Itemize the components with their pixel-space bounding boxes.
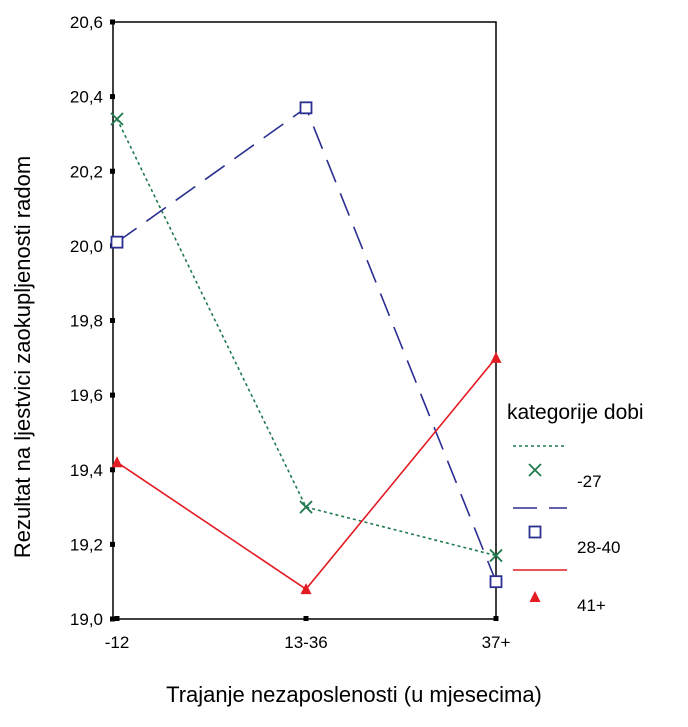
triangle-marker: [490, 351, 502, 363]
x-tick-mark: [114, 616, 120, 621]
legend-label: 28-40: [577, 538, 620, 557]
x-tick-mark: [493, 616, 499, 621]
y-tick-label: 19,2: [70, 535, 103, 554]
x-marker: [528, 463, 542, 477]
series-line--27: [116, 118, 497, 557]
legend-label: -27: [577, 472, 602, 491]
y-tick-mark: [110, 392, 115, 398]
legend-label: 41+: [577, 596, 606, 615]
x-marker: [299, 500, 313, 514]
series-line-28-40: [116, 106, 497, 582]
y-tick-label: 20,2: [70, 162, 103, 181]
x-tick-label: 13-36: [284, 633, 327, 652]
y-tick-mark: [110, 467, 115, 473]
y-tick-label: 19,0: [70, 610, 103, 629]
x-marker-stroke: [489, 548, 503, 563]
y-tick-label: 19,4: [70, 461, 103, 480]
x-marker-stroke: [299, 500, 313, 514]
x-marker-stroke: [528, 463, 542, 477]
x-tick-label: 37+: [482, 633, 511, 652]
y-tick-mark: [110, 616, 115, 622]
y-tick-label: 19,8: [70, 312, 103, 331]
triangle-marker: [111, 456, 123, 468]
series-line-41+: [116, 357, 497, 591]
square-marker: [489, 575, 503, 589]
y-tick-mark: [110, 94, 115, 100]
y-tick-mark: [110, 168, 115, 174]
x-axis-title: Trajanje nezaposlenosti (u mjesecima): [166, 682, 542, 707]
y-tick-label: 20,4: [70, 88, 103, 107]
y-tick-mark: [110, 19, 115, 25]
triangle-marker: [529, 591, 541, 602]
legend-title: kategorije dobi: [507, 401, 644, 424]
x-marker: [110, 112, 124, 126]
square-marker: [528, 525, 542, 539]
y-axis-title: Rezultat na ljestvici zaokupljenosti rad…: [10, 156, 35, 558]
legend: kategorije dobi -27 28-40 41+: [507, 401, 644, 615]
y-tick-label: 20,0: [70, 237, 103, 256]
square-marker: [299, 101, 313, 115]
triangle-marker: [300, 583, 312, 595]
x-marker-stroke: [110, 112, 124, 126]
x-tick-mark: [303, 616, 309, 621]
x-marker: [489, 548, 503, 563]
y-tick-label: 20,6: [70, 13, 103, 32]
y-tick-mark: [110, 318, 115, 323]
y-tick-mark: [110, 541, 115, 547]
y-tick-label: 19,6: [70, 386, 103, 405]
x-tick-label: -12: [105, 633, 130, 652]
square-marker: [110, 235, 124, 249]
